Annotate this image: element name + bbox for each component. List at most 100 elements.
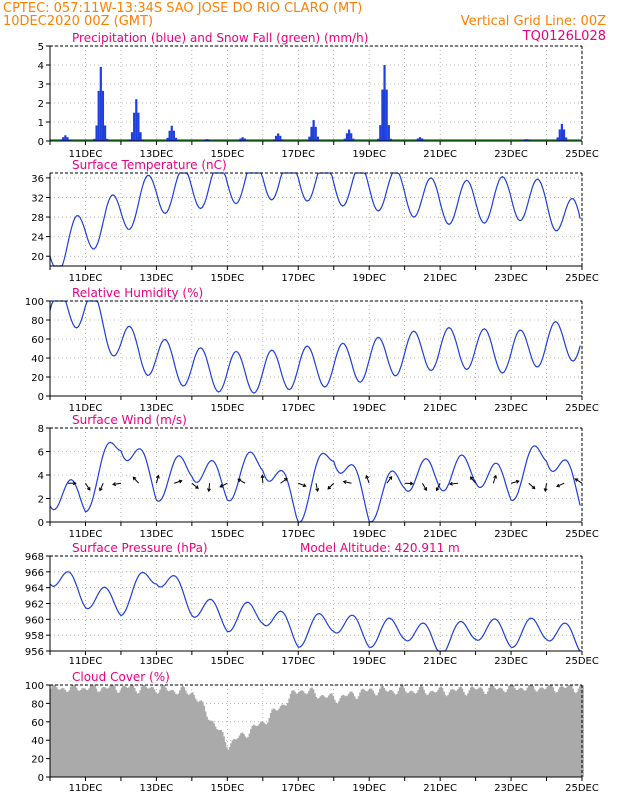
precipitation-bar (133, 112, 136, 141)
cloud-cover-bar (423, 689, 425, 777)
cloud-cover-bar (218, 729, 221, 777)
cloud-cover-bar (71, 685, 74, 777)
precipitation-panel: Precipitation (blue) and Snow Fall (gree… (38, 31, 599, 160)
cloud-cover-bar (580, 685, 583, 777)
cloud-cover-bar (52, 685, 55, 777)
cloud-cover-bar (102, 687, 105, 777)
cloud-cover-bar (163, 685, 166, 777)
cloud-cover-bar (112, 685, 115, 777)
cloud-cover-bar (570, 685, 573, 777)
cloud-cover-bar (564, 687, 567, 777)
cloud-cover-bar (526, 687, 529, 777)
y-tick-label: 28 (31, 213, 44, 224)
cloud-cover-bar (225, 747, 228, 777)
x-tick-label: 15DEC (210, 403, 244, 414)
y-tick-label: 20 (31, 373, 44, 384)
wind-arrow-head (515, 479, 520, 484)
wind-arrow (386, 476, 393, 484)
y-tick-label: 1 (38, 118, 44, 129)
cloud-cover-bar (132, 685, 135, 777)
cloud-cover-bar (413, 692, 415, 777)
x-tick-label: 23DEC (494, 403, 528, 414)
cloud-cover-bar (176, 694, 179, 777)
precipitation-bar (316, 136, 319, 141)
cloud-cover-bar (159, 689, 162, 777)
cloud-cover-bar (400, 685, 403, 777)
cloud-cover-bar (451, 689, 454, 777)
x-tick-label: 23DEC (494, 783, 528, 794)
cloud-cover-bar (433, 691, 435, 777)
cloud-cover-bar (516, 690, 519, 777)
y-tick-label: 966 (25, 568, 44, 579)
wind-arrow (155, 475, 159, 484)
cloud-cover-bar (337, 701, 340, 777)
cloud-cover-bar (374, 695, 377, 777)
cloud-cover-bar (98, 692, 101, 777)
cloud-cover-bar (373, 693, 376, 777)
cloud-cover-bar (143, 685, 146, 777)
cloud-cover-bar (352, 693, 354, 777)
wind-arrow (492, 475, 497, 484)
precipitation-bar (560, 123, 563, 141)
cloud-cover-bar (360, 689, 363, 777)
wind-arrow-head (207, 488, 211, 493)
cloud-cover-bar (133, 688, 136, 777)
cloud-cover-bar (257, 725, 259, 777)
x-tick-label: 25DEC (565, 149, 599, 160)
cloud-cover-bar (250, 729, 252, 777)
cloud-cover-bar (302, 691, 305, 777)
cloud-cover-bar (355, 698, 357, 777)
y-tick-label: 60 (31, 335, 44, 346)
wind-arrow (327, 482, 335, 490)
cloud-cover-bar (410, 690, 413, 777)
surface-pressure-line (49, 571, 581, 652)
cloud-cover-bar (502, 690, 505, 777)
cloud-cover-bar (448, 692, 451, 777)
wind-arrow-head (283, 477, 288, 482)
x-tick-label: 13DEC (140, 149, 174, 160)
cloud-cover-bar (391, 691, 394, 777)
cloud-cover-bar (154, 692, 157, 777)
y-tick-label: 6 (38, 448, 44, 459)
wind-panel: Surface Wind (m/s) 0 2 4 6 8 11DEC 13DEC 15DEC 17… (38, 413, 599, 540)
cloud-cover-bar (335, 702, 337, 777)
cloud-cover-bar (342, 694, 345, 777)
cloud-cover-bar (228, 747, 231, 777)
x-tick-label: 21DEC (423, 149, 457, 160)
cloud-cover-bar (505, 691, 508, 777)
cloud-cover-panel: Cloud Cover (%) 0 20 40 60 80 100 11DEC 13DEC 15D… (25, 670, 599, 794)
wind-arrow-head (195, 485, 199, 489)
cloud-cover-bar (183, 687, 186, 777)
cloud-cover-bar (496, 689, 499, 777)
cloud-cover-bar (78, 691, 81, 777)
cloud-cover-bar (313, 693, 316, 777)
x-tick-label: 23DEC (494, 529, 528, 540)
cloud-cover-bar (67, 692, 69, 777)
wind-arrow-head (155, 474, 160, 479)
y-tick-label: 2 (38, 495, 44, 506)
cloud-cover-bar (486, 691, 489, 777)
precipitation-bar (168, 130, 171, 141)
cloud-cover-bar (437, 689, 440, 777)
cloud-cover-bar (72, 685, 75, 777)
cloud-cover-bar (240, 733, 242, 777)
wind-arrow (510, 480, 519, 484)
cloud-cover-bar (407, 692, 410, 777)
cloud-cover-bar (103, 687, 106, 777)
cloud-cover-bar (367, 690, 370, 777)
cloud-cover-bar (207, 719, 210, 777)
y-tick-label: 0 (38, 137, 44, 148)
x-tick-label: 19DEC (352, 273, 386, 284)
cloud-cover-bar (542, 688, 545, 777)
cloud-cover-bar (363, 689, 366, 777)
cloud-cover-bar (543, 689, 546, 777)
cloud-cover-bar (359, 692, 362, 777)
cloud-cover-bar (566, 686, 569, 777)
cloud-cover-bar (251, 725, 254, 777)
cloud-cover-bar (560, 686, 563, 777)
precipitation-bar (418, 137, 422, 141)
precipitation-bar (59, 139, 63, 141)
cloud-cover-bar (323, 696, 326, 777)
cloud-cover-bar (438, 687, 441, 777)
precipitation-bar (172, 130, 175, 141)
